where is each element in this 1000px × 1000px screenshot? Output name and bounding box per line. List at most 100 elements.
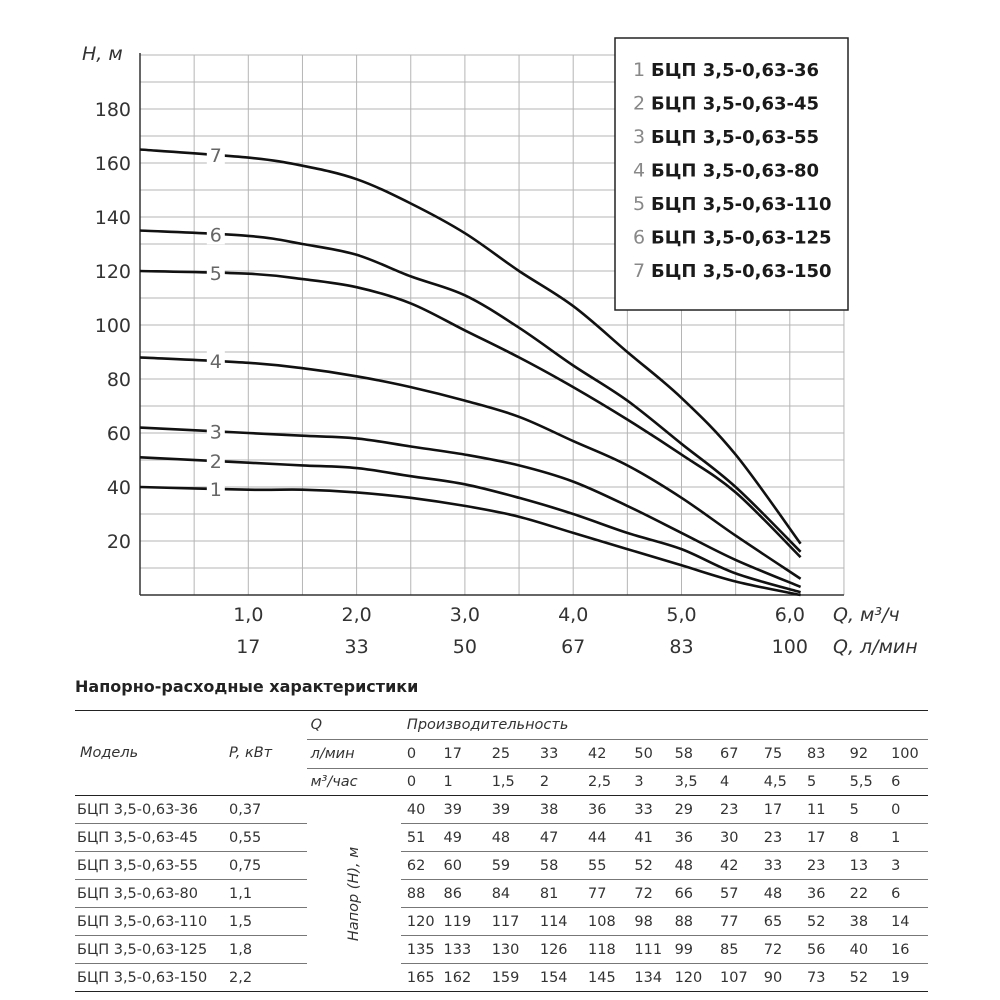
x-tick-label-lmin: 67 — [561, 636, 585, 658]
curve-label-bg — [206, 351, 225, 372]
head-value-cell: 119 — [437, 907, 486, 936]
head-value-cell: 126 — [533, 935, 583, 964]
curve-label-bg — [206, 262, 225, 283]
head-value-cell: 48 — [668, 851, 715, 880]
head-value-cell: 17 — [757, 795, 801, 824]
lmin-value: 75 — [757, 739, 801, 769]
power-cell: 0,37 — [222, 795, 307, 824]
head-value-cell: 52 — [628, 851, 669, 880]
head-value-cell: 11 — [800, 795, 844, 824]
head-value-cell: 57 — [714, 879, 758, 908]
head-value-cell: 72 — [628, 879, 669, 908]
lmin-value: 33 — [533, 739, 583, 769]
head-value-cell: 36 — [668, 823, 715, 852]
head-value-cell: 65 — [757, 907, 801, 936]
m3h-value: 4 — [714, 768, 758, 796]
curve-label-bg — [206, 478, 225, 499]
head-value-cell: 14 — [885, 907, 928, 936]
head-label-cell: Напор (H), м — [306, 795, 401, 992]
curve-label-5: 5 — [210, 263, 222, 285]
head-value-cell: 5 — [843, 795, 886, 824]
power-header: P, кВт — [222, 710, 307, 796]
power-cell: 0,55 — [222, 823, 307, 852]
legend-number-1: 1 — [633, 59, 645, 81]
head-value-cell: 73 — [800, 963, 844, 992]
legend-entry-4: БЦП 3,5-0,63-80 — [651, 161, 819, 182]
head-value-cell: 1 — [885, 823, 928, 852]
head-label: Напор (H), м — [345, 846, 362, 941]
head-value-cell: 56 — [800, 935, 844, 964]
legend-number-2: 2 — [633, 93, 645, 115]
lmin-value: 25 — [485, 739, 534, 769]
head-value-cell: 38 — [843, 907, 886, 936]
curve-5 — [139, 269, 802, 559]
head-value-cell: 72 — [757, 935, 801, 964]
head-value-cell: 154 — [533, 963, 583, 992]
x-tick-label-m3h: 1,0 — [233, 604, 263, 626]
head-value-cell: 60 — [437, 851, 486, 880]
model-header: Модель — [75, 710, 223, 796]
head-value-cell: 81 — [533, 879, 583, 908]
x-axis-label-m3h: Q, м³/ч — [833, 604, 900, 626]
y-axis-label: H, м — [82, 43, 123, 65]
m3h-unit: м³/час — [306, 768, 401, 796]
head-value-cell: 52 — [843, 963, 886, 992]
lmin-value: 100 — [885, 739, 928, 769]
power-cell: 1,1 — [222, 879, 307, 908]
head-value-cell: 130 — [485, 935, 534, 964]
legend-entry-5: БЦП 3,5-0,63-110 — [651, 194, 832, 215]
head-value-cell: 99 — [668, 935, 715, 964]
y-tick-label: 100 — [95, 315, 131, 337]
head-value-cell: 120 — [400, 907, 438, 936]
head-value-cell: 51 — [400, 823, 438, 852]
head-value-cell: 19 — [885, 963, 928, 992]
curve-label-4: 4 — [210, 351, 222, 373]
table-row: БЦП 3,5-0,63-110 1,5 120 119 117 114 108 98 88 77… — [75, 907, 928, 936]
x-tick-label-lmin: 100 — [772, 636, 808, 658]
x-tick-label-lmin: 83 — [669, 636, 693, 658]
chart-curves: 1 2 3 4 5 6 7 — [139, 145, 802, 597]
head-value-cell: 38 — [533, 795, 583, 824]
head-value-cell: 111 — [628, 935, 669, 964]
x-tick-label-lmin: 50 — [453, 636, 477, 658]
m3h-value: 2,5 — [582, 768, 629, 796]
lmin-value: 42 — [582, 739, 629, 769]
curve-label-2: 2 — [210, 451, 222, 473]
model-cell: БЦП 3,5-0,63-80 — [75, 879, 223, 908]
head-value-cell: 118 — [582, 935, 629, 964]
head-value-cell: 85 — [714, 935, 758, 964]
head-value-cell: 39 — [437, 795, 486, 824]
m3h-value: 0 — [400, 768, 438, 796]
chart-legend: 1 БЦП 3,5-0,63-36 2 БЦП 3,5-0,63-45 3 БЦП 3,5… — [614, 37, 849, 311]
lmin-unit: л/мин — [306, 739, 401, 769]
head-value-cell: 33 — [757, 851, 801, 880]
table-row: БЦП 3,5-0,63-80 1,1 88 86 84 81 77 72 66 57 48 36 22… — [75, 879, 928, 908]
model-cell: БЦП 3,5-0,63-55 — [75, 851, 223, 880]
x-tick-label-m3h: 2,0 — [341, 604, 371, 626]
curve-label-1: 1 — [210, 479, 222, 501]
head-value-cell: 90 — [757, 963, 801, 992]
head-value-cell: 23 — [800, 851, 844, 880]
head-value-cell: 47 — [533, 823, 583, 852]
curve-label-7: 7 — [210, 145, 222, 167]
y-tick-label: 20 — [107, 531, 131, 553]
legend-entry-2: БЦП 3,5-0,63-45 — [651, 94, 819, 115]
legend-number-5: 5 — [633, 193, 645, 215]
head-value-cell: 22 — [843, 879, 886, 908]
y-tick-label: 160 — [95, 153, 131, 175]
curve-label-bg — [206, 224, 225, 245]
y-tick-label: 40 — [107, 477, 131, 499]
head-value-cell: 0 — [885, 795, 928, 824]
legend-entry-7: БЦП 3,5-0,63-150 — [651, 261, 832, 282]
table-row: БЦП 3,5-0,63-55 0,75 62 60 59 58 55 52 48 42 33 23 1… — [75, 851, 928, 880]
head-value-cell: 40 — [843, 935, 886, 964]
curve-1 — [139, 485, 801, 597]
head-value-cell: 42 — [714, 851, 758, 880]
head-value-cell: 162 — [437, 963, 486, 992]
curve-7 — [139, 148, 802, 545]
head-value-cell: 114 — [533, 907, 583, 936]
x-tick-label-m3h: 5,0 — [666, 604, 696, 626]
table-title: Напорно-расходные характеристики — [75, 677, 419, 696]
curve-label-bg — [206, 421, 225, 442]
